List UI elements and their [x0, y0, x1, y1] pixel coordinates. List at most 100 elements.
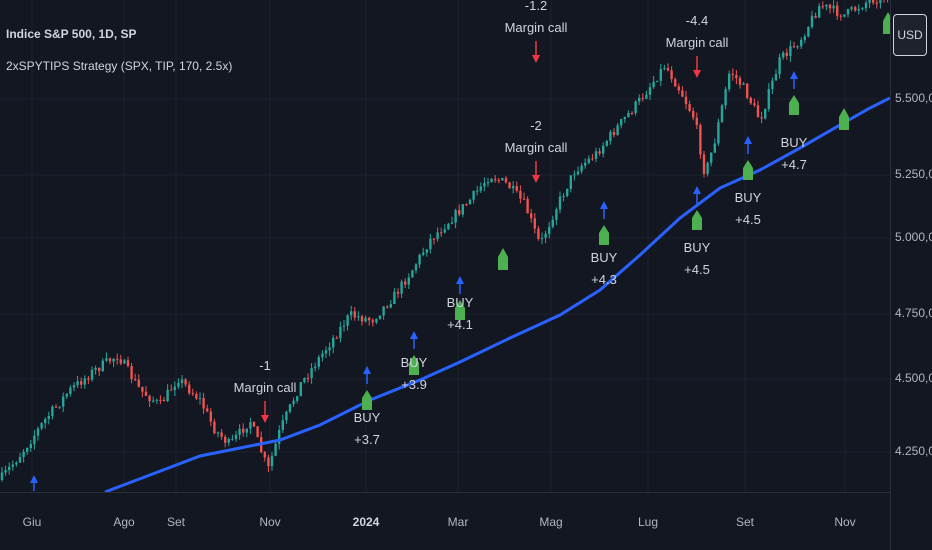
candle-body — [76, 381, 79, 386]
candle-body — [695, 117, 698, 126]
candle-body — [648, 87, 652, 95]
time-scale[interactable]: Giu Ago Set Nov 2024 Mar Mag Lug Set Nov — [0, 492, 890, 550]
candle-body — [267, 457, 270, 467]
candle-body — [22, 451, 25, 458]
candle-body — [389, 304, 392, 308]
price-scale[interactable]: 5.500,00 5.250,00 5.000,00 4.750,00 4.500,00… — [890, 0, 932, 550]
candle-body — [83, 378, 86, 385]
candle-body — [450, 222, 454, 224]
candle-body — [580, 165, 583, 172]
strategy-markers: -1 Margin call BUY +3.7 BUY +3.9 BUY +4.1 -1.2 Ma… — [30, 0, 893, 491]
candle-body — [659, 68, 662, 81]
price-chart[interactable]: -1 Margin call BUY +3.7 BUY +3.9 BUY +4.1 -1.2 Ma… — [0, 0, 893, 494]
candle-body — [522, 198, 526, 200]
candle-body — [774, 74, 778, 81]
candle-body — [720, 105, 724, 123]
currency-button[interactable]: USD — [893, 14, 927, 56]
signal-value: +3.7 — [354, 432, 380, 447]
candle-body — [263, 452, 266, 458]
candle-body — [378, 315, 382, 319]
candle-body — [605, 140, 608, 146]
candle-body — [710, 152, 713, 163]
chart-legend: Indice S&P 500, 1D, SP 2xSPYTIPS Strateg… — [6, 26, 232, 74]
candle-body — [872, 0, 875, 3]
candle-body — [72, 385, 76, 388]
candle-body — [461, 204, 464, 215]
buy-signal: BUY +3.9 — [401, 331, 428, 392]
candle-body — [767, 88, 770, 109]
candle-body — [573, 174, 576, 176]
candle-body — [652, 81, 655, 88]
candle-body — [4, 470, 7, 473]
candle-body — [713, 143, 716, 153]
candle-body — [123, 360, 126, 364]
candle-body — [818, 6, 821, 18]
signal-value: -1 — [259, 358, 271, 373]
candle-body — [746, 83, 749, 98]
candle-body — [303, 377, 306, 383]
candle-body — [119, 359, 122, 364]
candle-body — [137, 379, 140, 387]
signal-label: BUY — [781, 135, 808, 150]
signal-label: Margin call — [505, 140, 568, 155]
signal-label: BUY — [684, 240, 711, 255]
signal-value: -1.2 — [525, 0, 547, 13]
margin-call-signal: -2 Margin call — [505, 118, 568, 183]
candle-body — [684, 96, 688, 105]
signal-value: -2 — [530, 118, 542, 133]
candle-body — [296, 396, 299, 401]
signal-value: +4.5 — [735, 212, 761, 227]
candle-body — [440, 232, 443, 234]
candle-body — [224, 436, 227, 443]
candle-body — [879, 0, 882, 4]
candle-body — [213, 421, 216, 434]
candle-body — [749, 97, 752, 104]
candle-body — [641, 97, 644, 99]
candle-body — [828, 4, 832, 9]
candle-body — [407, 277, 410, 285]
candle-body — [141, 386, 144, 392]
candle-body — [274, 443, 277, 456]
candle-body — [44, 419, 47, 424]
candle-body — [278, 429, 281, 444]
candle-body — [731, 73, 734, 75]
candle-body — [335, 337, 338, 339]
candle-body — [735, 74, 738, 79]
candle-body — [220, 432, 223, 437]
candle-body — [166, 389, 169, 402]
candle-body — [371, 320, 374, 323]
signal-label: BUY — [354, 410, 381, 425]
strategy-legend[interactable]: 2xSPYTIPS Strategy (SPX, TIP, 170, 2.5x) — [6, 59, 233, 73]
candle-body — [742, 83, 745, 85]
candle-body — [80, 381, 83, 385]
candle-body — [706, 162, 709, 174]
candle-body — [155, 399, 158, 401]
candle-body — [425, 249, 428, 253]
candle-body — [357, 316, 360, 318]
candle-body — [332, 337, 335, 348]
candle-body — [576, 171, 580, 175]
buy-signal: BUY +3.7 — [354, 366, 381, 447]
buy-signal: BUY +4.3 — [591, 201, 618, 287]
candle-body — [850, 7, 853, 10]
candle-body — [800, 39, 803, 47]
margin-call-signal: -1 Margin call — [234, 358, 297, 423]
candle-body — [587, 158, 590, 163]
candle-body — [807, 26, 810, 37]
candle-body — [868, 0, 871, 3]
candle-body — [594, 151, 598, 159]
candle-body — [429, 238, 432, 250]
candle-body — [386, 306, 389, 308]
candle-body — [677, 86, 680, 91]
candle-body — [443, 229, 446, 233]
chart-pane[interactable]: -1 Margin call BUY +3.7 BUY +3.9 BUY +4.1 -1.2 Ma… — [0, 0, 893, 494]
candle-body — [339, 326, 342, 339]
arrow-up-icon — [30, 475, 38, 483]
candle-body — [551, 219, 554, 227]
symbol-title[interactable]: Indice S&P 500, 1D, SP — [6, 27, 137, 41]
buy-signal: BUY +4.5 — [735, 136, 762, 227]
candle-body — [33, 435, 36, 445]
candle-body — [216, 432, 220, 434]
margin-call-signal: -1.2 Margin call — [505, 0, 568, 63]
candle-body — [227, 439, 230, 443]
